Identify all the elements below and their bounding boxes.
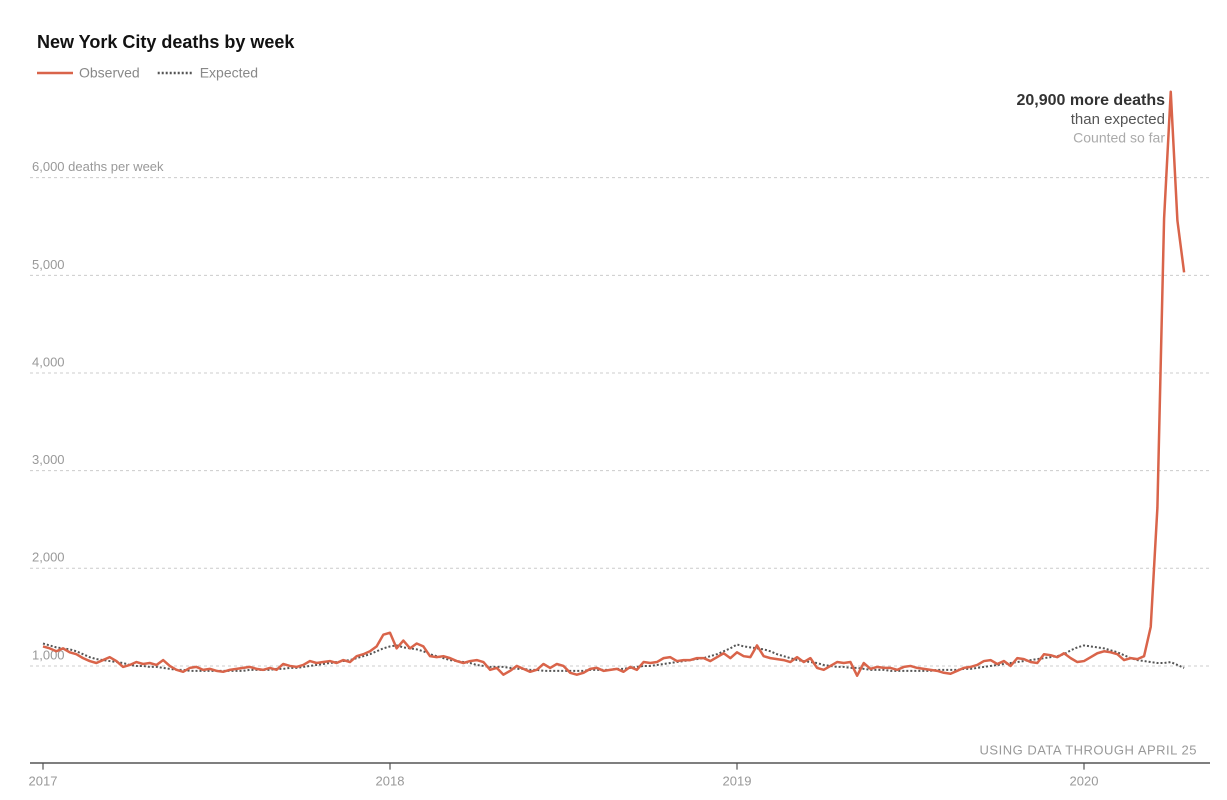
annotation: than expected (1071, 111, 1165, 128)
x-tick-label: 2017 (29, 773, 58, 788)
legend-label: Observed (79, 65, 140, 81)
annotation: Counted so far (1073, 130, 1165, 146)
y-tick-label: 2,000 (32, 550, 65, 565)
y-tick-label: 5,000 (32, 257, 65, 272)
y-tick-label: 4,000 (32, 354, 65, 369)
series-line (42, 642, 1185, 672)
note: USING DATA THROUGH APRIL 25 (980, 742, 1197, 757)
chart-title: New York City deaths by week (37, 32, 295, 52)
x-tick-label: 2020 (1070, 773, 1099, 788)
x-tick-label: 2018 (376, 773, 405, 788)
series-line (42, 90, 1186, 677)
y-tick-label: 6,000 deaths per week (32, 159, 164, 174)
y-tick-label: 3,000 (32, 452, 65, 467)
annotation: 20,900 more deaths (1016, 92, 1165, 109)
legend-label: Expected (200, 65, 258, 81)
x-tick-label: 2019 (723, 773, 752, 788)
